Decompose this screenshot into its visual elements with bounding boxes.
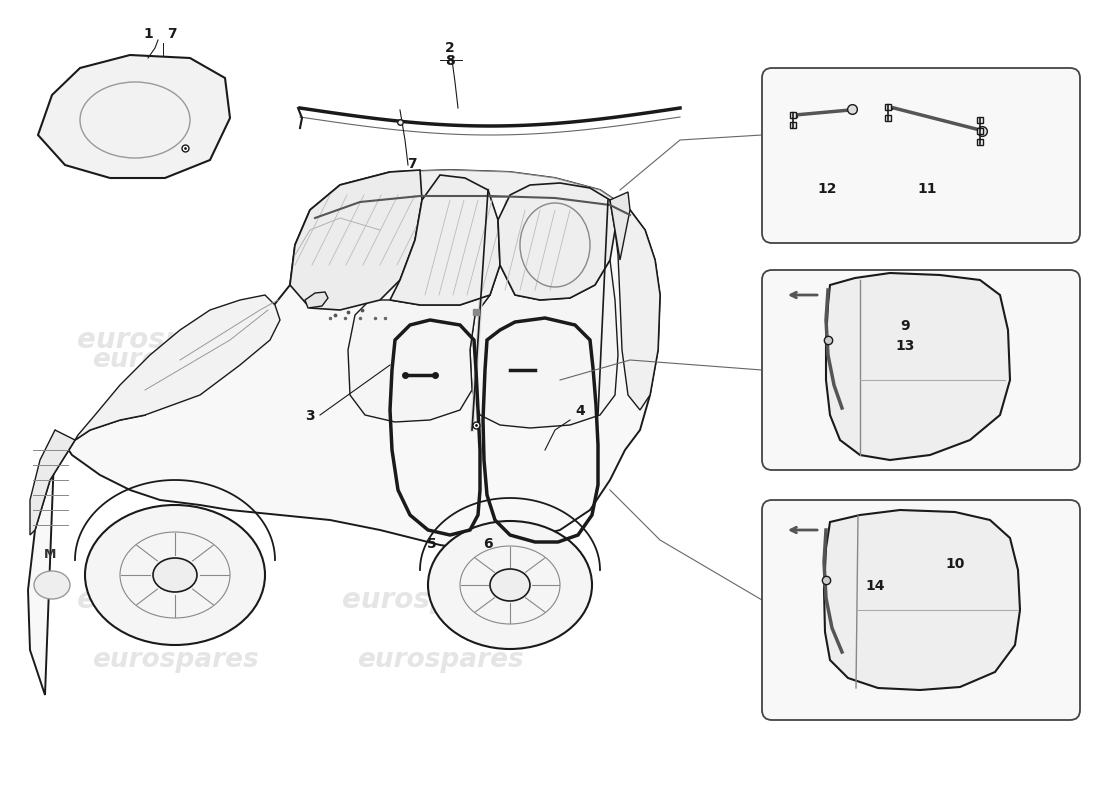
Ellipse shape <box>34 571 70 599</box>
Polygon shape <box>826 273 1010 460</box>
Polygon shape <box>75 295 280 440</box>
Ellipse shape <box>153 558 197 592</box>
Text: 7: 7 <box>167 27 177 41</box>
Text: M: M <box>44 549 56 562</box>
Polygon shape <box>290 170 422 310</box>
Polygon shape <box>470 260 618 428</box>
Polygon shape <box>28 170 660 695</box>
Text: 6: 6 <box>483 537 493 551</box>
Ellipse shape <box>85 505 265 645</box>
Text: 3: 3 <box>305 409 315 423</box>
Text: eurospares: eurospares <box>342 586 518 614</box>
FancyBboxPatch shape <box>762 68 1080 243</box>
Polygon shape <box>610 192 630 260</box>
Polygon shape <box>305 292 328 308</box>
Polygon shape <box>348 295 490 422</box>
Polygon shape <box>30 430 75 535</box>
Ellipse shape <box>490 569 530 601</box>
FancyBboxPatch shape <box>762 270 1080 470</box>
FancyBboxPatch shape <box>762 500 1080 720</box>
Polygon shape <box>498 183 615 300</box>
Text: 8: 8 <box>446 54 455 68</box>
Text: 11: 11 <box>917 182 937 196</box>
Text: 12: 12 <box>817 182 837 196</box>
Text: eurospares: eurospares <box>77 586 253 614</box>
Text: 14: 14 <box>866 579 884 593</box>
Polygon shape <box>390 175 501 305</box>
Polygon shape <box>39 55 230 178</box>
Ellipse shape <box>428 521 592 649</box>
Text: eurospares: eurospares <box>356 647 524 673</box>
Text: 13: 13 <box>895 339 915 353</box>
Text: eurospares: eurospares <box>91 347 258 373</box>
Text: eurospares: eurospares <box>356 347 524 373</box>
Text: eurospares: eurospares <box>372 326 548 354</box>
Text: eurospares: eurospares <box>77 326 253 354</box>
Text: 5: 5 <box>427 537 437 551</box>
Text: 10: 10 <box>945 557 965 571</box>
Polygon shape <box>615 210 660 410</box>
Text: 9: 9 <box>900 319 910 333</box>
Text: 7: 7 <box>407 157 417 171</box>
Polygon shape <box>310 170 630 225</box>
Text: 4: 4 <box>575 404 585 418</box>
Text: eurospares: eurospares <box>91 647 258 673</box>
Text: 1: 1 <box>143 27 153 41</box>
Polygon shape <box>824 510 1020 690</box>
Text: 2: 2 <box>446 41 455 55</box>
